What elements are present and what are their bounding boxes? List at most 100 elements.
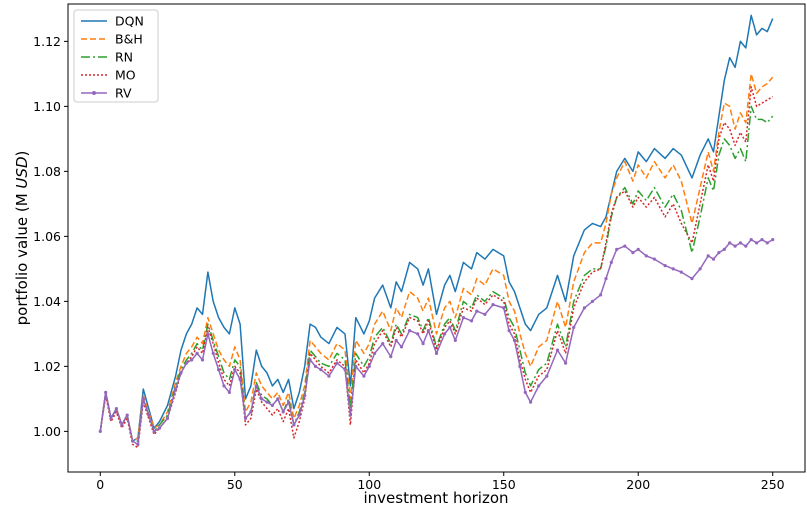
- y-tick-label: 1.00: [33, 424, 61, 439]
- series-point-rv: [141, 397, 145, 401]
- series-point-rv: [343, 368, 347, 372]
- x-tick-label: 150: [492, 477, 516, 492]
- series-point-rv: [421, 342, 425, 346]
- series-point-rv: [327, 374, 331, 378]
- y-tick-label: 1.10: [33, 99, 61, 114]
- series-point-rv: [711, 257, 716, 261]
- series-point-rv: [483, 312, 487, 316]
- series-point-rv: [147, 413, 151, 417]
- series-point-rv: [512, 338, 517, 342]
- series-point-rv: [623, 244, 627, 248]
- series-point-rv: [227, 390, 231, 394]
- series-line-rv: [99, 238, 774, 446]
- series-point-rv: [157, 426, 162, 430]
- series-point-rv: [582, 306, 587, 310]
- x-tick-label: 250: [761, 477, 785, 492]
- series-point-rv: [671, 267, 675, 271]
- series-point-rv: [537, 384, 541, 388]
- series-line-rn: [99, 105, 774, 442]
- series-point-rv: [165, 416, 170, 420]
- series-point-rv: [362, 374, 366, 378]
- series-point-rv: [426, 329, 430, 333]
- series-point-rv: [120, 423, 124, 427]
- series-point-rv: [367, 364, 371, 368]
- series-point-rv: [200, 358, 205, 362]
- series-point-rv: [179, 371, 183, 375]
- series-point-rv: [644, 254, 648, 258]
- series-point-rv: [109, 416, 113, 420]
- series-point-rv: [564, 361, 568, 365]
- series-point-rv: [281, 410, 285, 414]
- series-point-rv: [443, 332, 447, 336]
- y-axis-label-suffix: ): [13, 151, 31, 157]
- series-point-rv: [760, 238, 764, 242]
- series-point-rv: [195, 351, 199, 355]
- series-point-rv: [491, 303, 495, 307]
- plot-frame: [67, 3, 806, 473]
- series-point-rv: [679, 270, 683, 274]
- series-point-rv: [313, 364, 318, 368]
- series-point-rv: [354, 364, 358, 368]
- series-point-rv: [453, 338, 457, 342]
- series-layer: [98, 14, 775, 449]
- series-point-rv: [698, 267, 702, 271]
- legend: DQN B&H RN MO RV: [73, 9, 159, 103]
- y-tick-label: 1.08: [33, 164, 61, 179]
- series-point-rv: [238, 377, 242, 381]
- legend-marker-rv: [92, 91, 96, 95]
- y-axis-label-unit: USD: [13, 157, 31, 189]
- series-point-rv: [211, 351, 215, 355]
- series-point-rv: [308, 358, 312, 362]
- series-point-rv: [749, 238, 753, 242]
- series-point-rv: [373, 351, 377, 355]
- series-point-rv: [706, 254, 710, 258]
- x-tick-label: 50: [227, 477, 243, 492]
- series-point-rv: [303, 394, 307, 398]
- legend-box: [73, 9, 159, 103]
- series-point-rv: [152, 429, 156, 433]
- series-point-rv: [348, 413, 352, 417]
- series-point-rv: [744, 244, 748, 248]
- y-axis-label-prefix: portfolio value (M: [13, 189, 31, 326]
- legend-label-rn: RN: [115, 50, 133, 65]
- series-point-rv: [98, 429, 102, 433]
- series-point-rv: [615, 247, 619, 251]
- series-point-rv: [545, 374, 549, 378]
- series-point-rv: [590, 299, 595, 303]
- series-point-rv: [609, 260, 613, 264]
- x-tick-label: 200: [626, 477, 650, 492]
- series-point-rv: [434, 351, 439, 355]
- legend-items: DQN B&H RN MO RV: [81, 14, 144, 101]
- series-point-rv: [233, 368, 237, 372]
- series-point-rv: [389, 355, 393, 359]
- series-point-rv: [184, 361, 188, 365]
- series-point-rv: [502, 306, 506, 310]
- series-point-rv: [572, 325, 576, 329]
- series-point-rv: [733, 244, 737, 248]
- series-point-rv: [174, 387, 178, 391]
- series-point-rv: [604, 277, 608, 281]
- series-point-rv: [287, 400, 291, 404]
- series-line-b-h: [99, 73, 774, 442]
- series-point-rv: [217, 368, 221, 372]
- x-axis: 0 50 100 150 200 250: [96, 472, 785, 492]
- series-point-rv: [297, 413, 301, 417]
- series-point-rv: [276, 397, 280, 401]
- series-point-rv: [636, 247, 640, 251]
- series-point-rv: [114, 407, 118, 411]
- legend-label-dqn: DQN: [115, 14, 144, 29]
- series-point-rv: [690, 277, 694, 281]
- series-point-rv: [523, 390, 527, 394]
- series-point-rv: [717, 251, 721, 255]
- y-axis-label: portfolio value (M USD): [13, 151, 31, 326]
- series-point-rv: [249, 410, 253, 414]
- series-point-rv: [507, 329, 511, 333]
- series-point-rv: [260, 397, 264, 401]
- y-tick-label: 1.02: [33, 359, 61, 374]
- series-point-rv: [265, 400, 269, 404]
- series-point-rv: [254, 384, 258, 388]
- series-point-rv: [292, 423, 296, 427]
- series-point-rv: [765, 241, 769, 245]
